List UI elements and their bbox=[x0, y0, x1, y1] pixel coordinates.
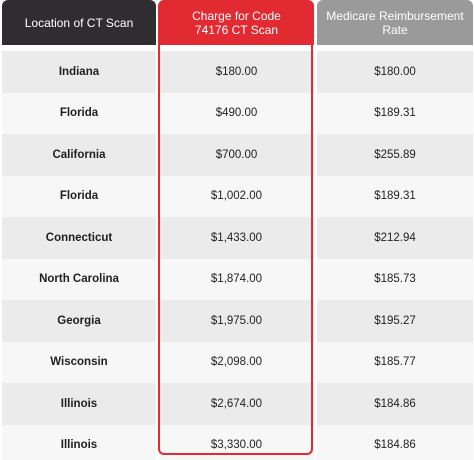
cell-background bbox=[317, 217, 473, 259]
cell-background bbox=[317, 300, 473, 342]
medicare-cell: $189.31 bbox=[374, 190, 416, 203]
cell-background bbox=[2, 92, 156, 134]
table-row: Illinois $2,674.00 $184.86 bbox=[0, 383, 474, 425]
cell-background bbox=[159, 51, 314, 93]
charge-cell: $1,975.00 bbox=[210, 314, 263, 327]
cell-background bbox=[2, 175, 156, 217]
medicare-cell: $195.27 bbox=[374, 314, 416, 327]
cell-background bbox=[159, 175, 314, 217]
charge-cell: $3,330.00 bbox=[210, 439, 263, 452]
cell-background bbox=[159, 341, 314, 383]
table-row: Illinois $3,330.00 $184.86 bbox=[0, 424, 474, 460]
cell-background bbox=[159, 383, 314, 425]
location-cell: Georgia bbox=[57, 314, 101, 327]
table-row: California $700.00 $255.89 bbox=[0, 134, 474, 176]
cell-background bbox=[159, 217, 314, 259]
table-row: Florida $490.00 $189.31 bbox=[0, 92, 474, 134]
location-cell: North Carolina bbox=[39, 273, 119, 286]
location-cell: Florida bbox=[59, 190, 99, 203]
location-cell: Connecticut bbox=[45, 231, 113, 244]
header-charge-label: Charge for Code 74176 CT Scan bbox=[192, 8, 281, 37]
cell-background bbox=[317, 134, 473, 176]
charge-cell: $1,433.00 bbox=[210, 231, 263, 244]
medicare-cell: $184.86 bbox=[374, 439, 416, 452]
location-cell: Illinois bbox=[60, 397, 98, 410]
cell-background bbox=[2, 424, 156, 460]
table-body: Indiana $180.00 $180.00 Florida $490.00 $189.… bbox=[0, 51, 474, 460]
location-cell: Illinois bbox=[60, 439, 98, 452]
location-cell: California bbox=[52, 148, 106, 161]
cell-background bbox=[317, 51, 473, 93]
cell-background bbox=[2, 383, 156, 425]
charge-cell: $2,674.00 bbox=[210, 397, 263, 410]
header-location: Location of CT Scan bbox=[2, 0, 156, 45]
cell-background bbox=[317, 258, 473, 300]
location-cell: Wisconsin bbox=[50, 356, 108, 369]
cell-background bbox=[317, 383, 473, 425]
cell-background bbox=[317, 341, 473, 383]
header-location-label: Location of CT Scan bbox=[24, 15, 134, 30]
table-row: Indiana $180.00 $180.00 bbox=[0, 51, 474, 93]
table-row: Wisconsin $2,098.00 $185.77 bbox=[0, 341, 474, 383]
location-cell: Florida bbox=[59, 107, 99, 120]
medicare-cell: $180.00 bbox=[374, 65, 416, 78]
cell-background bbox=[2, 217, 156, 259]
table-row: Georgia $1,975.00 $195.27 bbox=[0, 300, 474, 342]
charge-cell: $1,002.00 bbox=[210, 190, 263, 203]
location-cell: Indiana bbox=[58, 65, 100, 78]
table-row: Connecticut $1,433.00 $212.94 bbox=[0, 217, 474, 259]
cell-background bbox=[317, 92, 473, 134]
header-medicare-label: Medicare Reimbursement Rate bbox=[326, 8, 464, 37]
charge-cell: $2,098.00 bbox=[210, 356, 263, 369]
medicare-cell: $184.86 bbox=[374, 397, 416, 410]
medicare-cell: $185.73 bbox=[374, 273, 416, 286]
cell-background bbox=[159, 134, 314, 176]
cell-background bbox=[317, 424, 473, 460]
medicare-cell: $189.31 bbox=[374, 107, 416, 120]
header-charge: Charge for Code 74176 CT Scan bbox=[159, 0, 314, 45]
cell-background bbox=[159, 300, 314, 342]
cell-background bbox=[159, 92, 314, 134]
cell-background bbox=[159, 258, 314, 300]
charge-cell: $1,874.00 bbox=[210, 273, 263, 286]
cell-background bbox=[2, 341, 156, 383]
medicare-cell: $212.94 bbox=[374, 231, 416, 244]
medicare-cell: $185.77 bbox=[374, 356, 416, 369]
header-medicare: Medicare Reimbursement Rate bbox=[317, 0, 473, 45]
cell-background bbox=[317, 175, 473, 217]
medicare-cell: $255.89 bbox=[374, 148, 416, 161]
cell-background bbox=[2, 300, 156, 342]
cell-background bbox=[2, 134, 156, 176]
table-row: Florida $1,002.00 $189.31 bbox=[0, 175, 474, 217]
cell-background bbox=[2, 51, 156, 93]
charge-cell: $490.00 bbox=[215, 107, 258, 120]
charge-cell: $180.00 bbox=[215, 65, 258, 78]
table-row: North Carolina $1,874.00 $185.73 bbox=[0, 258, 474, 300]
charge-cell: $700.00 bbox=[215, 148, 258, 161]
cell-background bbox=[2, 258, 156, 300]
table-header: Location of CT Scan Charge for Code 7417… bbox=[0, 0, 474, 45]
